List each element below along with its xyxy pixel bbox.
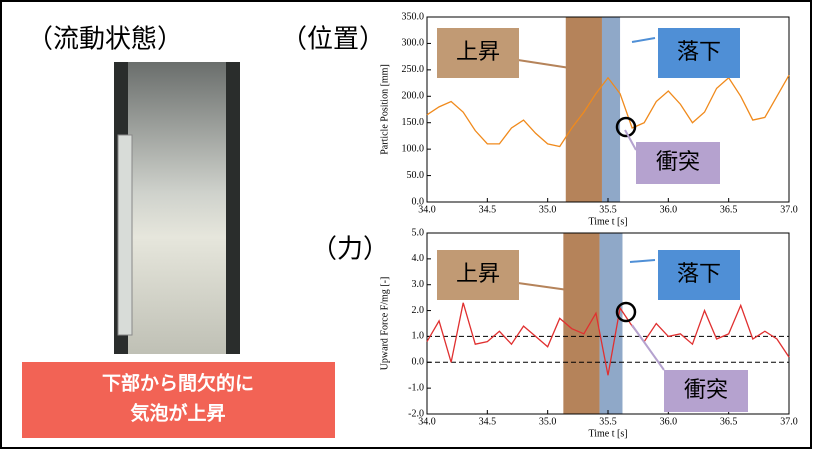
y-axis-title: Particle Position [mm] (379, 64, 390, 155)
x-tick-label: 34.0 (418, 204, 436, 215)
y-tick-label: 0.0 (412, 357, 425, 368)
x-tick-label: 36.5 (720, 204, 738, 215)
time-span (566, 17, 602, 202)
x-tick-label: 35.0 (539, 416, 557, 427)
x-tick-label: 35.5 (599, 204, 617, 215)
time-span (600, 233, 623, 414)
x-tick-label: 37.0 (780, 204, 798, 215)
x-tick-label: 36.0 (660, 204, 678, 215)
y-tick-label: 50.0 (407, 170, 425, 181)
x-axis-title: Time t [s] (588, 428, 627, 439)
force-label: （力） (311, 235, 389, 265)
annotation-text: 上昇 (456, 40, 500, 65)
y-tick-label: 350.0 (402, 11, 425, 22)
y-tick-label: 1.0 (412, 331, 425, 342)
flow-label: （流動状態） (27, 25, 183, 55)
time-span (602, 17, 620, 202)
x-tick-label: 34.5 (479, 204, 497, 215)
time-span (563, 233, 599, 414)
y-tick-label: 250.0 (402, 64, 425, 75)
x-tick-label: 34.5 (479, 416, 497, 427)
annotation-text: 衝突 (684, 378, 728, 403)
annotation-text: 衝突 (656, 150, 700, 175)
y-tick-label: 5.0 (412, 227, 425, 238)
y-tick-label: 2.0 (412, 305, 425, 316)
y-tick-label: 4.0 (412, 253, 425, 264)
annotation-text: 落下 (677, 262, 721, 287)
y-tick-label: 200.0 (402, 91, 425, 102)
photo (114, 62, 240, 354)
position-label: （位置） (281, 25, 385, 55)
y-axis-title: Upward Force F/mg [-] (379, 277, 390, 371)
annotation-text: 上昇 (456, 262, 500, 287)
ruler (118, 135, 132, 335)
y-tick-label: 150.0 (402, 117, 425, 128)
x-tick-label: 36.5 (720, 416, 738, 427)
note-text: 気泡が上昇 (130, 402, 225, 425)
y-tick-label: 100.0 (402, 143, 425, 154)
x-tick-label: 35.5 (599, 416, 617, 427)
y-tick-label: 300.0 (402, 38, 425, 49)
annotation-text: 落下 (677, 40, 721, 65)
x-tick-label: 35.0 (539, 204, 557, 215)
y-tick-label: 3.0 (412, 279, 425, 290)
photo-frame (226, 62, 240, 354)
note-text: 下部から間欠的に (102, 372, 254, 395)
x-tick-label: 34.0 (418, 416, 436, 427)
x-tick-label: 37.0 (780, 416, 798, 427)
x-axis-title: Time t [s] (588, 216, 627, 227)
y-tick-label: -1.0 (408, 382, 424, 393)
slide: （流動状態） （位置） （力） 下部から間欠的に 気泡が上昇 0.0 50.0 10… (0, 0, 813, 450)
x-tick-label: 36.0 (660, 416, 678, 427)
page: （流動状態） （位置） （力） 下部から間欠的に 気泡が上昇 0.0 50.0 10… (0, 0, 813, 450)
